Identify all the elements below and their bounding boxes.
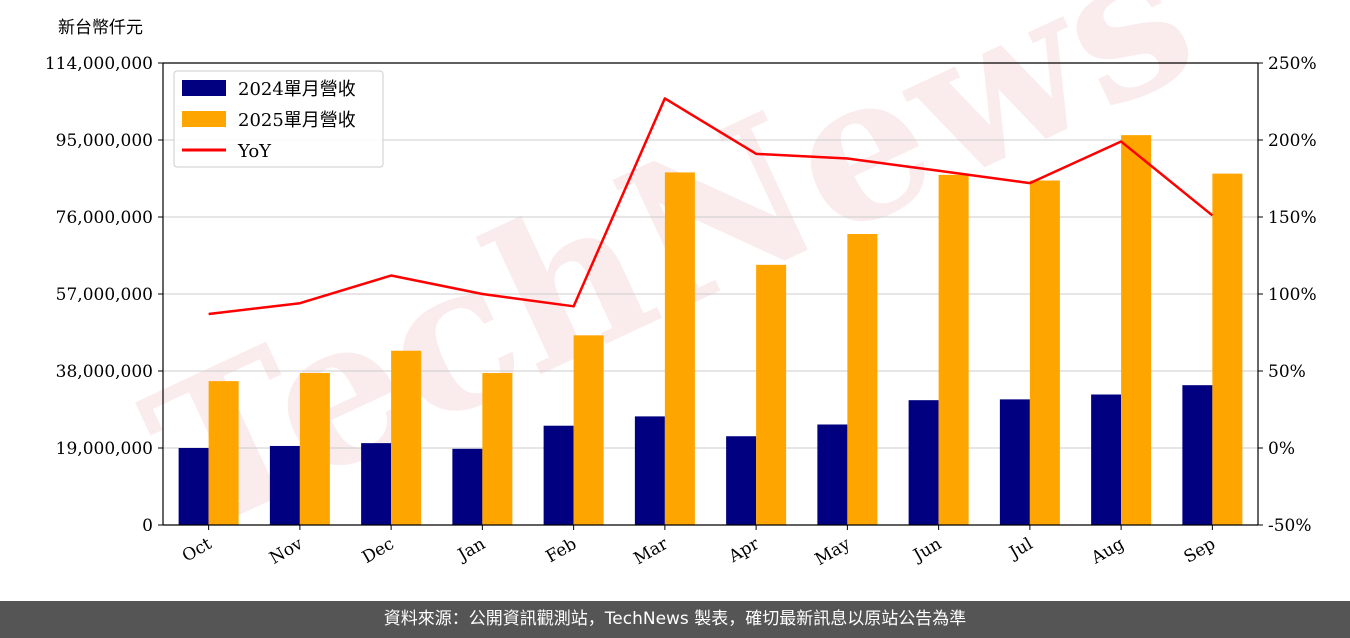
y-left-tick-label: 114,000,000: [45, 54, 153, 74]
y-left-tick-label: 0: [142, 516, 153, 536]
bar-2025-may: [847, 234, 878, 525]
bar-2024-jan: [452, 448, 483, 525]
x-tick-label: Jul: [1005, 534, 1037, 564]
legend-label-2024: 2024單月營收: [238, 79, 356, 100]
y-left-tick-label: 76,000,000: [56, 208, 153, 228]
bar-2025-oct: [208, 381, 239, 525]
bar-2024-aug: [1091, 394, 1122, 525]
legend-label-yoy: YoY: [237, 141, 272, 162]
yoy-line: [208, 97, 1214, 316]
x-tick-label: Dec: [359, 534, 398, 568]
x-tick-label: Aug: [1087, 534, 1128, 569]
y-left-tick-label: 19,000,000: [56, 439, 153, 459]
x-tick-label: Feb: [543, 534, 581, 567]
bar-2025-jul: [1029, 180, 1060, 526]
y-left-tick-label: 95,000,000: [56, 131, 153, 151]
bar-2024-mar: [634, 416, 665, 525]
bar-2025-jan: [482, 373, 513, 525]
bar-2024-dec: [361, 443, 392, 525]
bar-2024-may: [817, 424, 848, 525]
x-tick-label: Jun: [909, 534, 946, 567]
bar-2025-dec: [391, 350, 422, 525]
bar-2025-sep: [1212, 173, 1243, 525]
x-tick-label: May: [812, 534, 855, 570]
x-tick-label: Sep: [1181, 534, 1219, 568]
y-right-tick-label: 150%: [1268, 208, 1317, 228]
axes: [158, 62, 1263, 530]
x-tick-label: Apr: [725, 534, 764, 568]
bar-2024-sep: [1182, 385, 1213, 525]
bar-2025-mar: [664, 172, 695, 525]
legend: 2024單月營收 2025單月營收 YoY: [173, 70, 384, 168]
bar-2025-feb: [573, 335, 604, 525]
bar-2024-jul: [999, 399, 1030, 525]
y-right-tick-label: 100%: [1268, 285, 1317, 305]
y-right-tick-label: 50%: [1268, 362, 1306, 382]
legend-box: [173, 70, 384, 168]
bar-2024-nov: [269, 445, 300, 525]
y-left-tick-label: 57,000,000: [56, 285, 153, 305]
bar-2025-aug: [1121, 135, 1152, 525]
bars: [178, 135, 1243, 526]
bar-2024-feb: [543, 425, 574, 525]
y-left-tick-label: 38,000,000: [56, 362, 153, 382]
bar-2024-jun: [908, 400, 939, 525]
legend-swatch-2025: [182, 111, 226, 127]
y-right-tick-label: -50%: [1268, 516, 1312, 536]
yoy-line-layer: [208, 97, 1214, 316]
bar-2024-oct: [178, 448, 209, 525]
legend-label-2025: 2025單月營收: [238, 110, 356, 131]
unit-label: 新台幣仟元: [58, 18, 143, 38]
legend-swatch-2024: [182, 80, 226, 96]
bar-2025-nov: [299, 373, 330, 525]
bar-2025-apr: [756, 264, 787, 525]
x-tick-label: Jan: [453, 534, 489, 566]
source-footer: 資料來源：公開資訊觀測站，TechNews 製表，確切最新訊息以原站公告為準: [0, 601, 1350, 638]
y-right-tick-label: 0%: [1268, 439, 1295, 459]
chart: TechNews 新台幣仟元 019,000,00038,000,00057,0…: [45, 0, 1317, 579]
bar-2024-apr: [726, 436, 757, 525]
y-right-tick-label: 200%: [1268, 131, 1317, 151]
y-right-tick-label: 250%: [1268, 54, 1317, 74]
x-tick-label: Mar: [630, 534, 672, 570]
bar-2025-jun: [938, 174, 969, 525]
